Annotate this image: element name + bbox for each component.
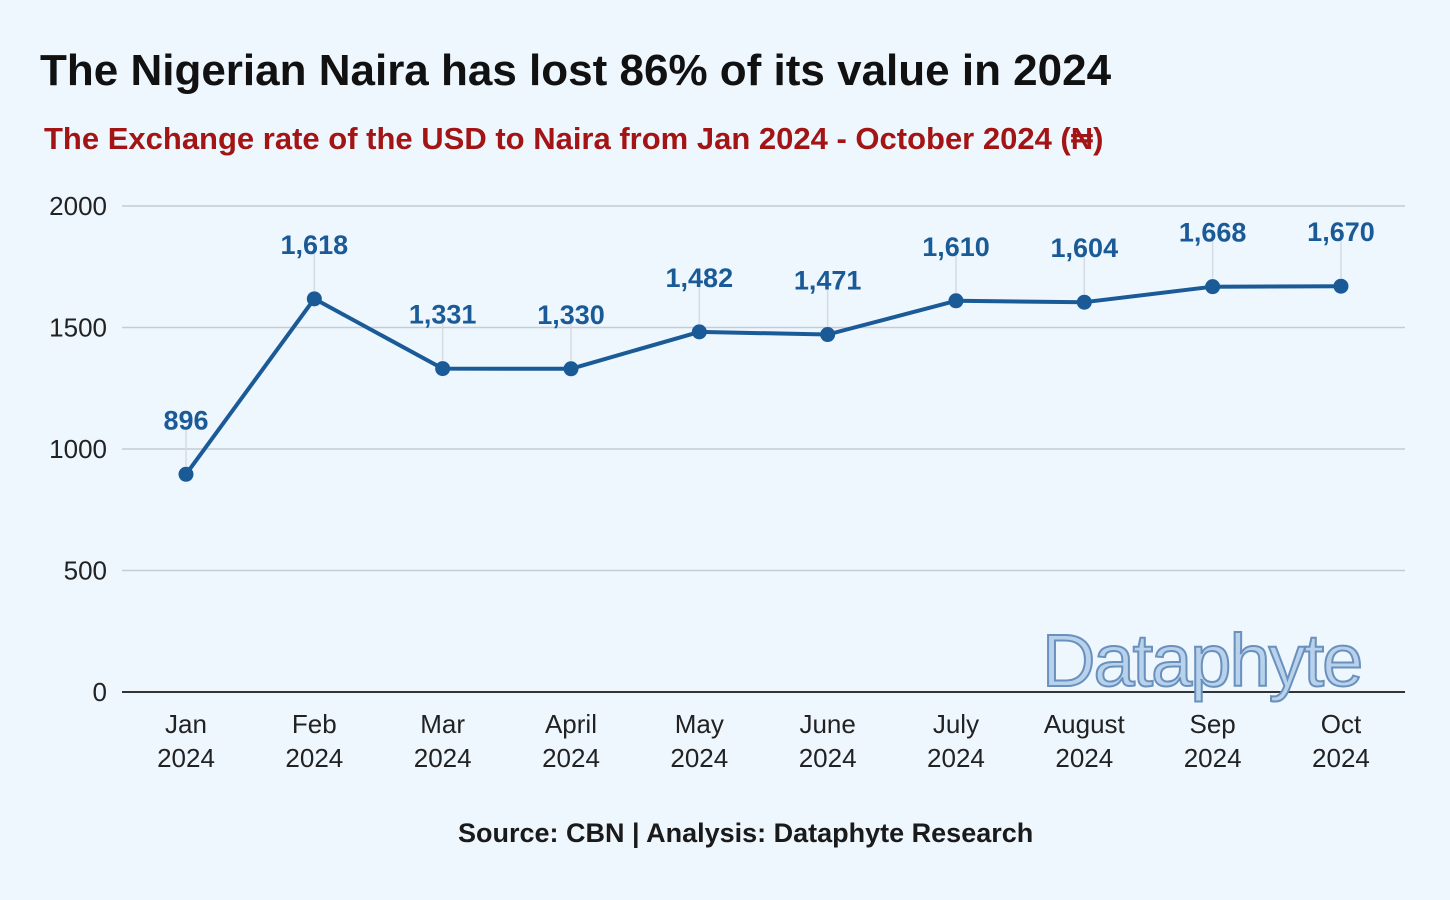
x-tick-label: Mar: [420, 709, 465, 739]
x-tick-label-year: 2024: [542, 743, 600, 773]
y-tick-label: 1500: [49, 313, 107, 343]
data-point: [1333, 278, 1349, 294]
data-label: 1,471: [794, 266, 862, 296]
data-label: 1,330: [537, 300, 605, 330]
data-label: 1,604: [1051, 233, 1119, 263]
x-tick-label-year: 2024: [1055, 743, 1113, 773]
data-point: [435, 361, 451, 377]
chart-subtitle: The Exchange rate of the USD to Naira fr…: [44, 121, 1104, 156]
x-tick-label-year: 2024: [670, 743, 728, 773]
x-tick-label-year: 2024: [414, 743, 472, 773]
x-tick-label-year: 2024: [157, 743, 215, 773]
data-point: [1076, 294, 1092, 310]
data-point: [691, 324, 707, 340]
x-tick-label: Sep: [1190, 709, 1236, 739]
series-line: [184, 284, 1343, 477]
y-axis-ticks: 0 500 1000 1500 2000: [49, 191, 107, 707]
y-tick-label: 2000: [49, 191, 107, 221]
x-tick-label-year: 2024: [1312, 743, 1370, 773]
data-label: 1,668: [1179, 218, 1247, 248]
data-point: [178, 466, 194, 482]
data-label: 1,331: [409, 300, 477, 330]
data-point: [820, 327, 836, 343]
x-axis-ticks: Jan 2024 Feb 2024 Mar 2024 April 2024 May 2024 Jun…: [157, 709, 1370, 773]
data-labels: 896 1,618 1,331 1,330 1,482 1,471 1,610 1,604 1,…: [163, 217, 1374, 435]
x-tick-label-year: 2024: [285, 743, 343, 773]
data-label: 1,482: [666, 263, 734, 293]
x-tick-label: April: [545, 709, 597, 739]
data-label: 1,618: [281, 230, 349, 260]
x-tick-label: July: [933, 709, 979, 739]
y-tick-label: 0: [93, 677, 107, 707]
label-leaders: [185, 240, 1342, 467]
x-tick-label: Feb: [292, 709, 337, 739]
data-label: 1,670: [1307, 217, 1375, 247]
x-tick-label: June: [799, 709, 855, 739]
y-tick-label: 500: [64, 556, 107, 586]
gridlines: [122, 205, 1405, 693]
dataphyte-watermark-logo: Dataphyte: [1041, 618, 1364, 703]
data-point: [306, 291, 322, 307]
data-point: [948, 293, 964, 309]
data-label: 896: [163, 405, 208, 435]
x-tick-label: August: [1044, 709, 1126, 739]
x-tick-label: May: [675, 709, 724, 739]
data-point: [563, 361, 579, 377]
source-note: Source: CBN | Analysis: Dataphyte Resear…: [458, 818, 1034, 848]
x-tick-label: Oct: [1321, 709, 1362, 739]
x-tick-label-year: 2024: [799, 743, 857, 773]
data-point: [1205, 279, 1221, 295]
x-tick-label-year: 2024: [927, 743, 985, 773]
data-label: 1,610: [922, 232, 990, 262]
x-tick-label-year: 2024: [1184, 743, 1242, 773]
data-points: [178, 278, 1349, 482]
x-tick-label: Jan: [165, 709, 207, 739]
chart-title: The Nigerian Naira has lost 86% of its v…: [40, 46, 1112, 95]
y-tick-label: 1000: [49, 434, 107, 464]
